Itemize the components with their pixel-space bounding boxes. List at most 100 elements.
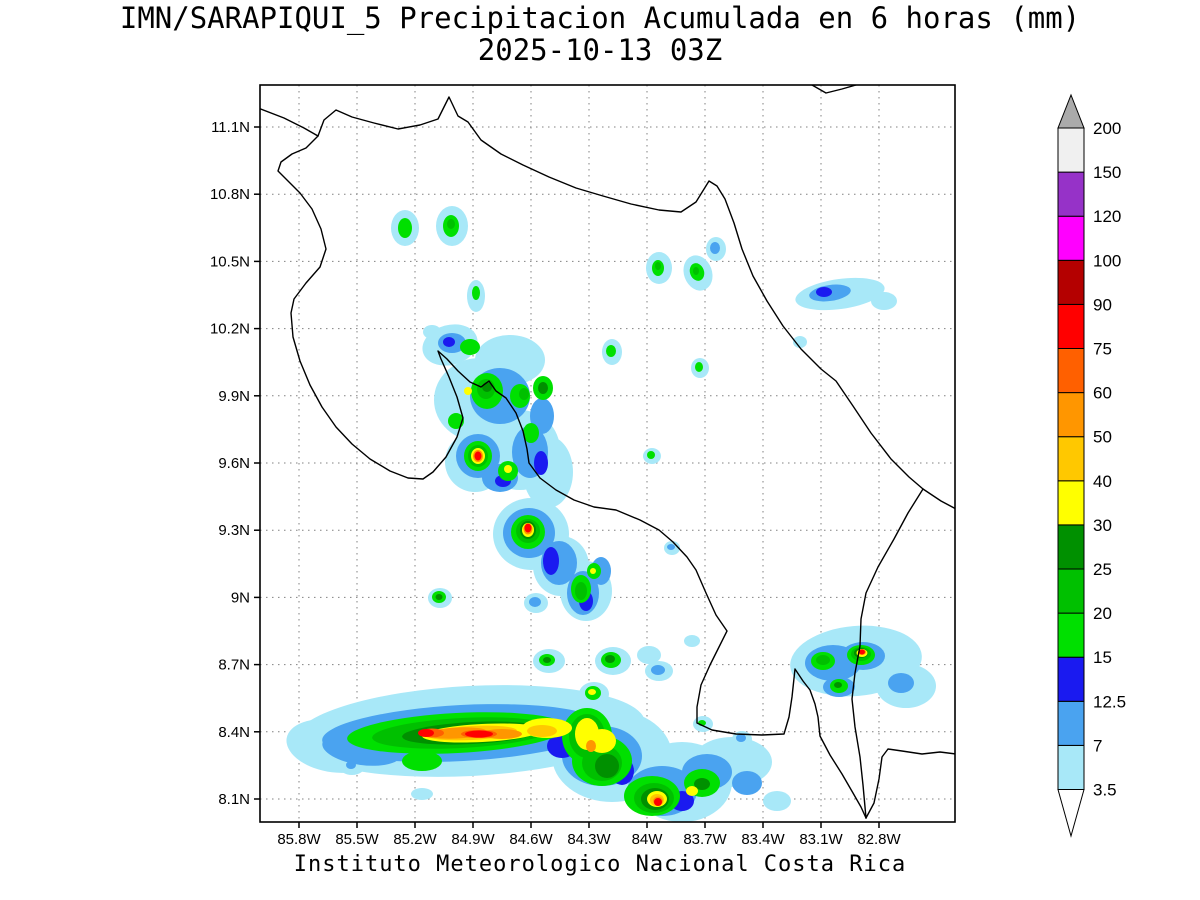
colorbar-band (1057, 744, 1085, 791)
lat-tick-label: 10.2N (210, 321, 250, 338)
precip-cell (575, 582, 587, 600)
precip-cell (793, 336, 807, 348)
chart-title-line2: 2025-10-13 03Z (477, 33, 723, 67)
colorbar-band (1057, 259, 1085, 305)
precip-cell (684, 635, 700, 647)
lon-tick-label: 85.8W (277, 831, 321, 848)
colorbar-band (1057, 303, 1085, 349)
lat-tick-label: 9.3N (218, 522, 250, 539)
colorbar-label: 12.5 (1093, 692, 1126, 711)
colorbar-label: 30 (1093, 516, 1112, 535)
colorbar-label: 150 (1093, 163, 1121, 182)
lat-tick-label: 8.4N (218, 724, 250, 741)
precip-cell (732, 771, 762, 795)
precip-cell (586, 740, 596, 752)
precip-cell (460, 339, 480, 355)
colorbar-over-arrow (1057, 93, 1085, 129)
colorbar-label: 100 (1093, 251, 1121, 270)
precip-cell (693, 267, 699, 275)
lon-tick-label: 85.2W (393, 831, 437, 848)
lat-tick-label: 8.7N (218, 657, 250, 674)
lat-tick-label: 9.9N (218, 388, 250, 405)
coastline-segment (851, 488, 924, 819)
precip-cell (530, 398, 554, 434)
precip-cell (816, 287, 832, 297)
precip-cell (763, 791, 791, 811)
colorbar-band (1057, 480, 1085, 526)
colorbar-band (1057, 524, 1085, 570)
precip-cell (595, 754, 619, 778)
lat-tick-label: 10.5N (210, 253, 250, 270)
precip-cell (398, 218, 412, 238)
colorbar-label: 60 (1093, 384, 1112, 403)
colorbar-label: 15 (1093, 648, 1112, 667)
lat-tick-label: 9.6N (218, 455, 250, 472)
colorbar-band (1057, 700, 1085, 746)
lon-tick-label: 83.7W (683, 831, 727, 848)
precip-cell (588, 689, 596, 695)
lon-tick-label: 84.6W (509, 831, 553, 848)
coastline-segment (811, 85, 857, 94)
precip-cell (834, 682, 842, 688)
lon-tick-label: 83.4W (741, 831, 785, 848)
precip-cell (667, 544, 675, 550)
precip-cell (523, 423, 539, 443)
colorbar-label: 7 (1093, 736, 1102, 755)
precip-cell (654, 798, 662, 806)
precip-cell (474, 451, 482, 461)
precip-cell (519, 388, 529, 400)
precip-cell (447, 219, 455, 229)
precip-cell (534, 451, 548, 475)
precip-cell (816, 655, 830, 665)
precip-cell (346, 761, 356, 769)
precip-cell (524, 523, 532, 533)
colorbar-band (1057, 568, 1085, 614)
colorbar-band (1057, 171, 1085, 217)
precip-cell (888, 673, 914, 693)
precip-cell (590, 568, 596, 574)
colorbar-band (1057, 612, 1085, 658)
precip-cell (637, 646, 661, 664)
coastline (260, 85, 955, 819)
precip-cell (465, 730, 493, 738)
colorbar-label: 50 (1093, 428, 1112, 447)
precip-cell (736, 734, 746, 742)
precip-cell (464, 387, 472, 395)
precip-cell (443, 337, 455, 347)
lon-tick-label: 84W (632, 831, 664, 848)
colorbar-band (1057, 656, 1085, 702)
colorbar-label: 40 (1093, 472, 1112, 491)
precip-cell (859, 649, 865, 655)
precip-cell (605, 655, 615, 663)
axis-labels: 11.1N 10.8N 10.5N 10.2N 9.9N 9.6N 9.3N 9N 8.7N 8.… (210, 119, 902, 848)
precip-cell (651, 665, 665, 675)
footer-credit: Instituto Meteorologico Nacional Costa R… (293, 852, 907, 877)
precip-cell (710, 242, 720, 254)
lon-tick-label: 83.1W (799, 831, 843, 848)
precip-cell (647, 451, 655, 459)
precip-cell (694, 778, 710, 790)
lat-tick-label: 11.1N (211, 119, 250, 136)
colorbar-label: 90 (1093, 295, 1112, 314)
precip-cell (411, 788, 433, 800)
precip-cell (543, 657, 551, 663)
precip-cell (606, 345, 616, 357)
lon-tick-label: 85.5W (335, 831, 379, 848)
precip-cell (686, 786, 698, 796)
precip-cell (472, 286, 480, 300)
lon-tick-label: 84.3W (567, 831, 611, 848)
precip-cell (435, 594, 443, 600)
lat-tick-label: 9N (231, 589, 250, 606)
colorbar: 200 150 120 100 90 75 60 50 40 30 25 20 15 12.5 7 3.5 (1057, 93, 1126, 838)
colorbar-label: 200 (1093, 119, 1121, 138)
precip-cell (504, 465, 512, 473)
precip-cell (527, 725, 557, 737)
coastline-segment (277, 135, 867, 819)
lon-tick-label: 84.9W (451, 831, 495, 848)
precip-cell (543, 547, 559, 575)
colorbar-label: 20 (1093, 604, 1112, 623)
precip-cell (423, 325, 441, 339)
colorbar-label: 25 (1093, 560, 1112, 579)
lat-tick-label: 10.8N (210, 186, 250, 203)
precip-cell (448, 413, 464, 429)
